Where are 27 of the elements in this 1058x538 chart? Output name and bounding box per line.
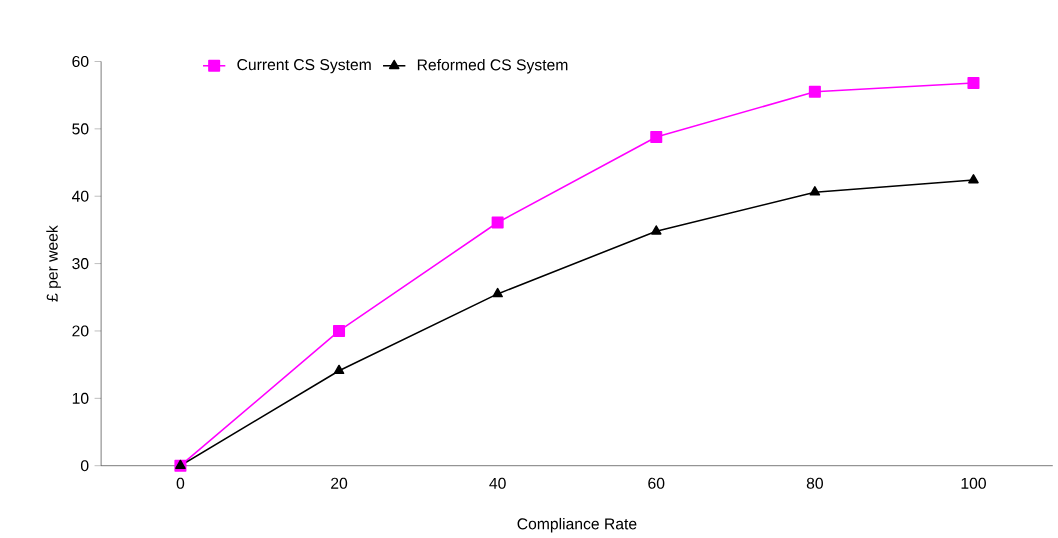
y-tick-label: 10 bbox=[72, 392, 89, 404]
point bbox=[333, 364, 345, 375]
y-tick-label: 30 bbox=[72, 258, 89, 270]
legend-label: Reformed CS System bbox=[417, 59, 568, 74]
x-tick-label: 0 bbox=[176, 477, 185, 489]
point bbox=[968, 174, 979, 184]
y-tick-label: 40 bbox=[71, 190, 89, 202]
x-tick-label: 100 bbox=[961, 477, 986, 489]
y-axis-title: £ per week bbox=[46, 225, 61, 302]
y-tick-label: 20 bbox=[72, 325, 89, 337]
point bbox=[492, 288, 503, 298]
point bbox=[650, 225, 662, 235]
x-tick-label: 40 bbox=[489, 477, 506, 489]
y-tick-label: 0 bbox=[80, 460, 89, 472]
x-tick-label: 60 bbox=[648, 477, 665, 489]
point bbox=[809, 186, 821, 196]
point bbox=[967, 77, 980, 90]
legend-label: Current CS System bbox=[237, 59, 371, 74]
point bbox=[808, 85, 821, 98]
point bbox=[650, 131, 663, 144]
point bbox=[333, 325, 346, 338]
y-tick-label: 50 bbox=[72, 123, 89, 135]
x-axis-title: Compliance Rate bbox=[517, 518, 637, 533]
point bbox=[491, 216, 504, 229]
x-tick-label: 80 bbox=[806, 477, 823, 489]
x-tick-label: 20 bbox=[331, 477, 348, 489]
y-tick-label: 60 bbox=[72, 56, 89, 68]
